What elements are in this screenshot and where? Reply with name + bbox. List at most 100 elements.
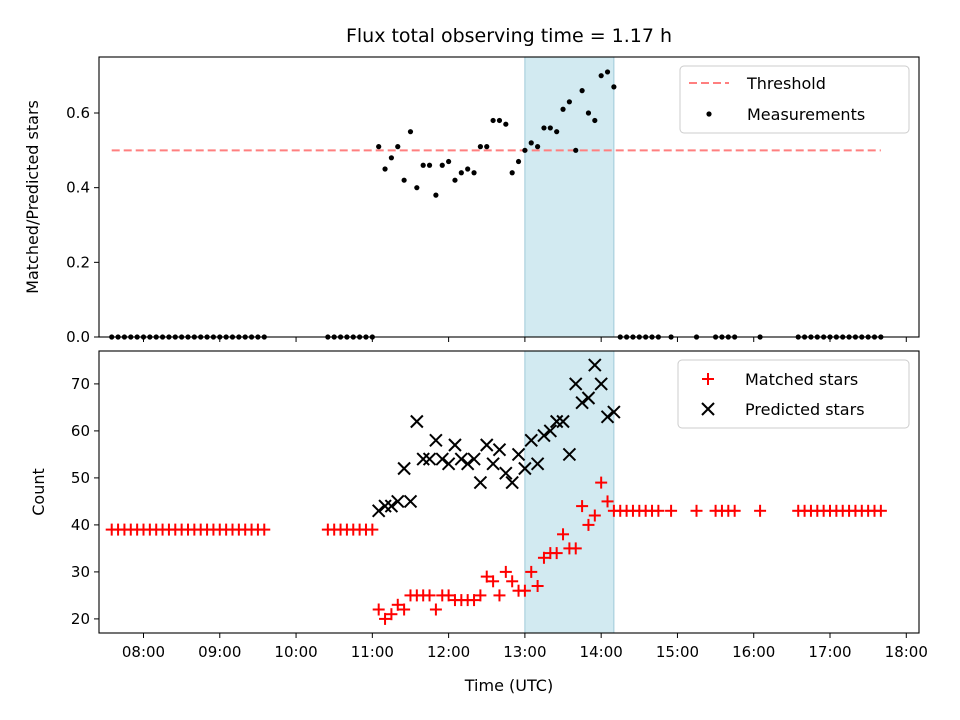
measurement-point <box>528 140 534 146</box>
matched-stars-point <box>569 542 582 555</box>
measurement-point <box>407 129 414 135</box>
predicted-stars-point <box>600 410 615 424</box>
matched-stars-point <box>531 580 544 592</box>
predicted-stars-point-b <box>569 377 583 391</box>
predicted-stars-point-b <box>454 452 469 466</box>
predicted-stars-point <box>435 452 449 466</box>
x-tick-label: 18:00 <box>885 643 928 661</box>
observing-window-shade <box>524 56 615 338</box>
predicted-stars-point <box>524 433 538 448</box>
predicted-stars-point <box>499 466 513 480</box>
matched-stars-point <box>728 504 741 517</box>
matched-stars-point <box>557 528 570 541</box>
predicted-stars-point-b <box>562 447 577 462</box>
predicted-stars-point <box>562 447 577 462</box>
predicted-stars-point <box>378 499 392 513</box>
predicted-stars-point <box>441 457 456 471</box>
measurement-point <box>554 129 560 135</box>
x-tick-label: 11:00 <box>351 643 394 661</box>
x-tick-label: 10:00 <box>274 643 317 661</box>
matched-stars-point <box>576 500 589 513</box>
matched-stars-point <box>493 589 506 602</box>
predicted-stars-point-b <box>492 442 507 457</box>
measurement-point <box>535 144 541 150</box>
measurement-point <box>579 88 585 94</box>
y-tick-label: 50 <box>71 469 90 487</box>
predicted-stars-point <box>371 504 386 518</box>
measurement-point <box>484 144 490 150</box>
count-plot-area <box>105 358 887 625</box>
predicted-stars-point <box>569 377 583 391</box>
predicted-stars-point <box>581 391 596 405</box>
x-tick-label: 12:00 <box>427 643 470 661</box>
predicted-stars-point <box>607 405 621 419</box>
matched-stars-point <box>595 476 608 489</box>
ratio-legend: Threshold Measurements <box>679 65 910 134</box>
predicted-stars-point-b <box>575 395 589 410</box>
predicted-stars-point <box>486 457 500 471</box>
matched-stars-point <box>518 584 531 597</box>
matched-stars-point <box>366 523 379 536</box>
matched-stars-point <box>550 547 563 560</box>
predicted-stars-point <box>556 414 570 429</box>
predicted-stars-point <box>454 452 469 466</box>
predicted-stars-point <box>403 494 418 509</box>
matched-stars-point <box>506 575 519 588</box>
measurement-point <box>592 117 598 124</box>
y-tick-label: 30 <box>71 563 90 581</box>
ratio-panel-frame <box>98 56 920 338</box>
predicted-stars-point-b <box>499 466 513 480</box>
predicted-stars-point-b <box>530 457 545 471</box>
predicted-stars-legend-swatch <box>701 402 715 416</box>
matched-stars-point <box>398 603 411 616</box>
predicted-stars-point <box>543 424 558 438</box>
y-tick-label: 60 <box>71 422 90 440</box>
measurement-point <box>477 144 483 150</box>
count-x-axis: 08:00 09:00 10:00 11:00 12:00 13:00 14:00 15:00… <box>122 633 928 661</box>
matched-stars-point <box>652 504 665 517</box>
measurement-point <box>439 162 445 168</box>
matched-stars-point <box>480 570 493 583</box>
x-tick-label: 08:00 <box>122 643 165 661</box>
predicted-stars-point-b <box>518 461 532 476</box>
ratio-y-axis: 0.0 0.2 0.4 0.6 <box>66 104 99 346</box>
matched-stars-point <box>385 608 398 621</box>
predicted-stars-point-b <box>543 424 558 438</box>
matched-stars-point <box>601 495 614 508</box>
predicted-stars-point <box>588 358 602 372</box>
measurement-point <box>490 117 496 124</box>
y-tick-label: 0.0 <box>66 328 90 346</box>
predicted-stars-point-b <box>391 494 405 509</box>
predicted-stars-point-b <box>473 475 488 490</box>
x-tick-label: 14:00 <box>580 643 623 661</box>
y-tick-label: 0.6 <box>66 104 90 122</box>
measurement-point <box>458 170 464 176</box>
predicted-stars-point-b <box>371 504 386 518</box>
measurement-point <box>566 99 572 105</box>
ratio-legend-box <box>679 65 910 134</box>
predicted-stars-point <box>505 475 519 490</box>
matched-stars-point <box>442 589 455 602</box>
predicted-stars-point-b <box>429 433 443 448</box>
predicted-stars-point-b <box>588 358 602 372</box>
predicted-stars-point <box>594 377 608 391</box>
x-tick-label: 13:00 <box>503 643 546 661</box>
measurement-point <box>522 147 528 153</box>
predicted-stars-point-b <box>486 457 500 471</box>
y-tick-label: 0.4 <box>66 179 90 197</box>
count-y-axis: 20 30 40 50 60 70 <box>71 375 99 628</box>
matched-stars-point <box>429 603 442 616</box>
matched-stars-point <box>258 523 271 536</box>
matched-stars-legend-swatch <box>702 373 714 385</box>
predicted-stars-point-b <box>460 457 475 471</box>
matched-stars-point <box>487 575 500 588</box>
measurement-point <box>414 185 420 191</box>
predicted-stars-point-b <box>607 405 621 419</box>
predicted-stars-legend-label: Predicted stars <box>745 400 865 419</box>
predicted-stars-point <box>429 433 443 448</box>
matched-stars-point <box>665 504 678 517</box>
predicted-stars-point <box>473 475 488 490</box>
predicted-stars-point <box>492 442 507 457</box>
measurement-point <box>446 158 452 165</box>
